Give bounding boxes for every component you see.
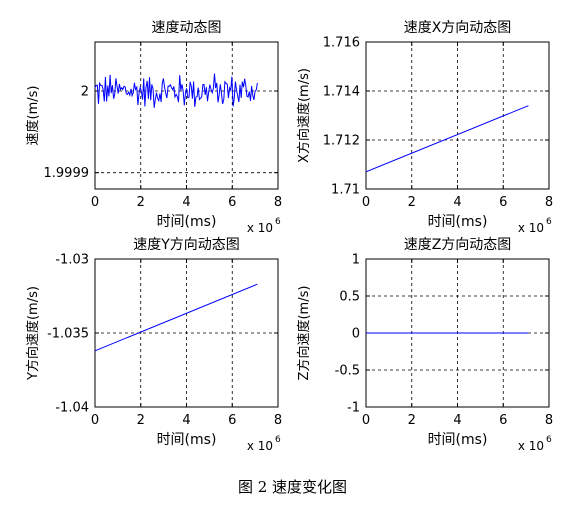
chart2-y-tick-label: 1.71 (331, 183, 360, 198)
chart3-y-tick-label: -1.03 (55, 253, 89, 268)
chart3-x-tick-label: 8 (274, 413, 282, 428)
chart1-x-exponent: 6 (275, 217, 281, 227)
chart2-x-exponent: 6 (546, 217, 552, 227)
chart3-x-tick-label: 6 (228, 413, 236, 428)
chart3-series-line (94, 283, 258, 352)
chart1-y-axis-label: 速度(m/s) (25, 86, 41, 146)
chart4-x-exponent-label: x 10 (518, 439, 544, 453)
chart4-y-tick-label: 0.5 (339, 290, 360, 305)
chart2-x-tick-label: 4 (453, 195, 461, 210)
chart3-y-axis-label: Y方向速度(m/s) (25, 286, 41, 381)
chart2-x-exponent-label: x 10 (518, 221, 544, 235)
chart2-title: 速度X方向动态图 (404, 20, 512, 36)
chart3-x-exponent: 6 (275, 435, 281, 445)
chart3-x-tick-label: 0 (91, 413, 99, 428)
chart1-title: 速度动态图 (152, 20, 222, 36)
chart1-y-tick-label: 1.9999 (44, 166, 90, 181)
chart2-y-tick-label: 1.714 (323, 85, 360, 100)
chart4-y-tick-label: -0.5 (335, 364, 360, 379)
chart3-x-tick-label: 4 (182, 413, 190, 428)
chart2-series-line (365, 105, 529, 173)
chart2-x-tick-label: 6 (499, 195, 507, 210)
chart3-x-axis-label: 时间(ms) (157, 432, 217, 448)
chart1-series-line (94, 73, 258, 108)
chart2-x-tick-label: 0 (362, 195, 370, 210)
chart3-title: 速度Y方向动态图 (133, 237, 240, 253)
chart3-y-tick-label: -1.035 (47, 327, 89, 342)
chart3-y-tick-label: -1.04 (55, 401, 89, 416)
chart2-y-tick-label: 1.712 (323, 134, 360, 149)
chart2-x-tick-label: 8 (545, 195, 553, 210)
chart4-y-tick-label: 1 (352, 253, 360, 268)
chart4-x-tick-label: 2 (408, 413, 416, 428)
chart1-x-tick-label: 4 (182, 195, 190, 210)
chart4-y-axis-label: Z方向速度(m/s) (296, 286, 312, 381)
chart4-y-tick-label: 0 (352, 327, 360, 342)
chart1-x-tick-label: 8 (274, 195, 282, 210)
chart4-x-axis-label: 时间(ms) (428, 432, 488, 448)
chart4-x-exponent: 6 (546, 435, 552, 445)
chart1-x-tick-label: 6 (228, 195, 236, 210)
chart4-y-tick-label: -1 (347, 401, 360, 416)
chart2-y-tick-label: 1.716 (323, 36, 360, 51)
chart1-x-tick-label: 0 (91, 195, 99, 210)
chart4-x-tick-label: 6 (499, 413, 507, 428)
chart2-x-tick-label: 2 (408, 195, 416, 210)
chart2-y-axis-label: X方向速度(m/s) (296, 68, 312, 163)
chart4-x-tick-label: 4 (453, 413, 461, 428)
chart1-x-exponent-label: x 10 (247, 221, 273, 235)
figure-caption: 图 2 速度变化图 (237, 478, 348, 496)
chart1-x-axis-label: 时间(ms) (157, 214, 217, 230)
chart4-title: 速度Z方向动态图 (404, 237, 512, 253)
chart3-x-exponent-label: x 10 (247, 439, 273, 453)
chart1-y-tick-label: 2 (81, 85, 89, 100)
chart3-x-tick-label: 2 (137, 413, 145, 428)
chart4-x-tick-label: 8 (545, 413, 553, 428)
chart4-x-tick-label: 0 (362, 413, 370, 428)
chart2-x-axis-label: 时间(ms) (428, 214, 488, 230)
chart1-x-tick-label: 2 (137, 195, 145, 210)
